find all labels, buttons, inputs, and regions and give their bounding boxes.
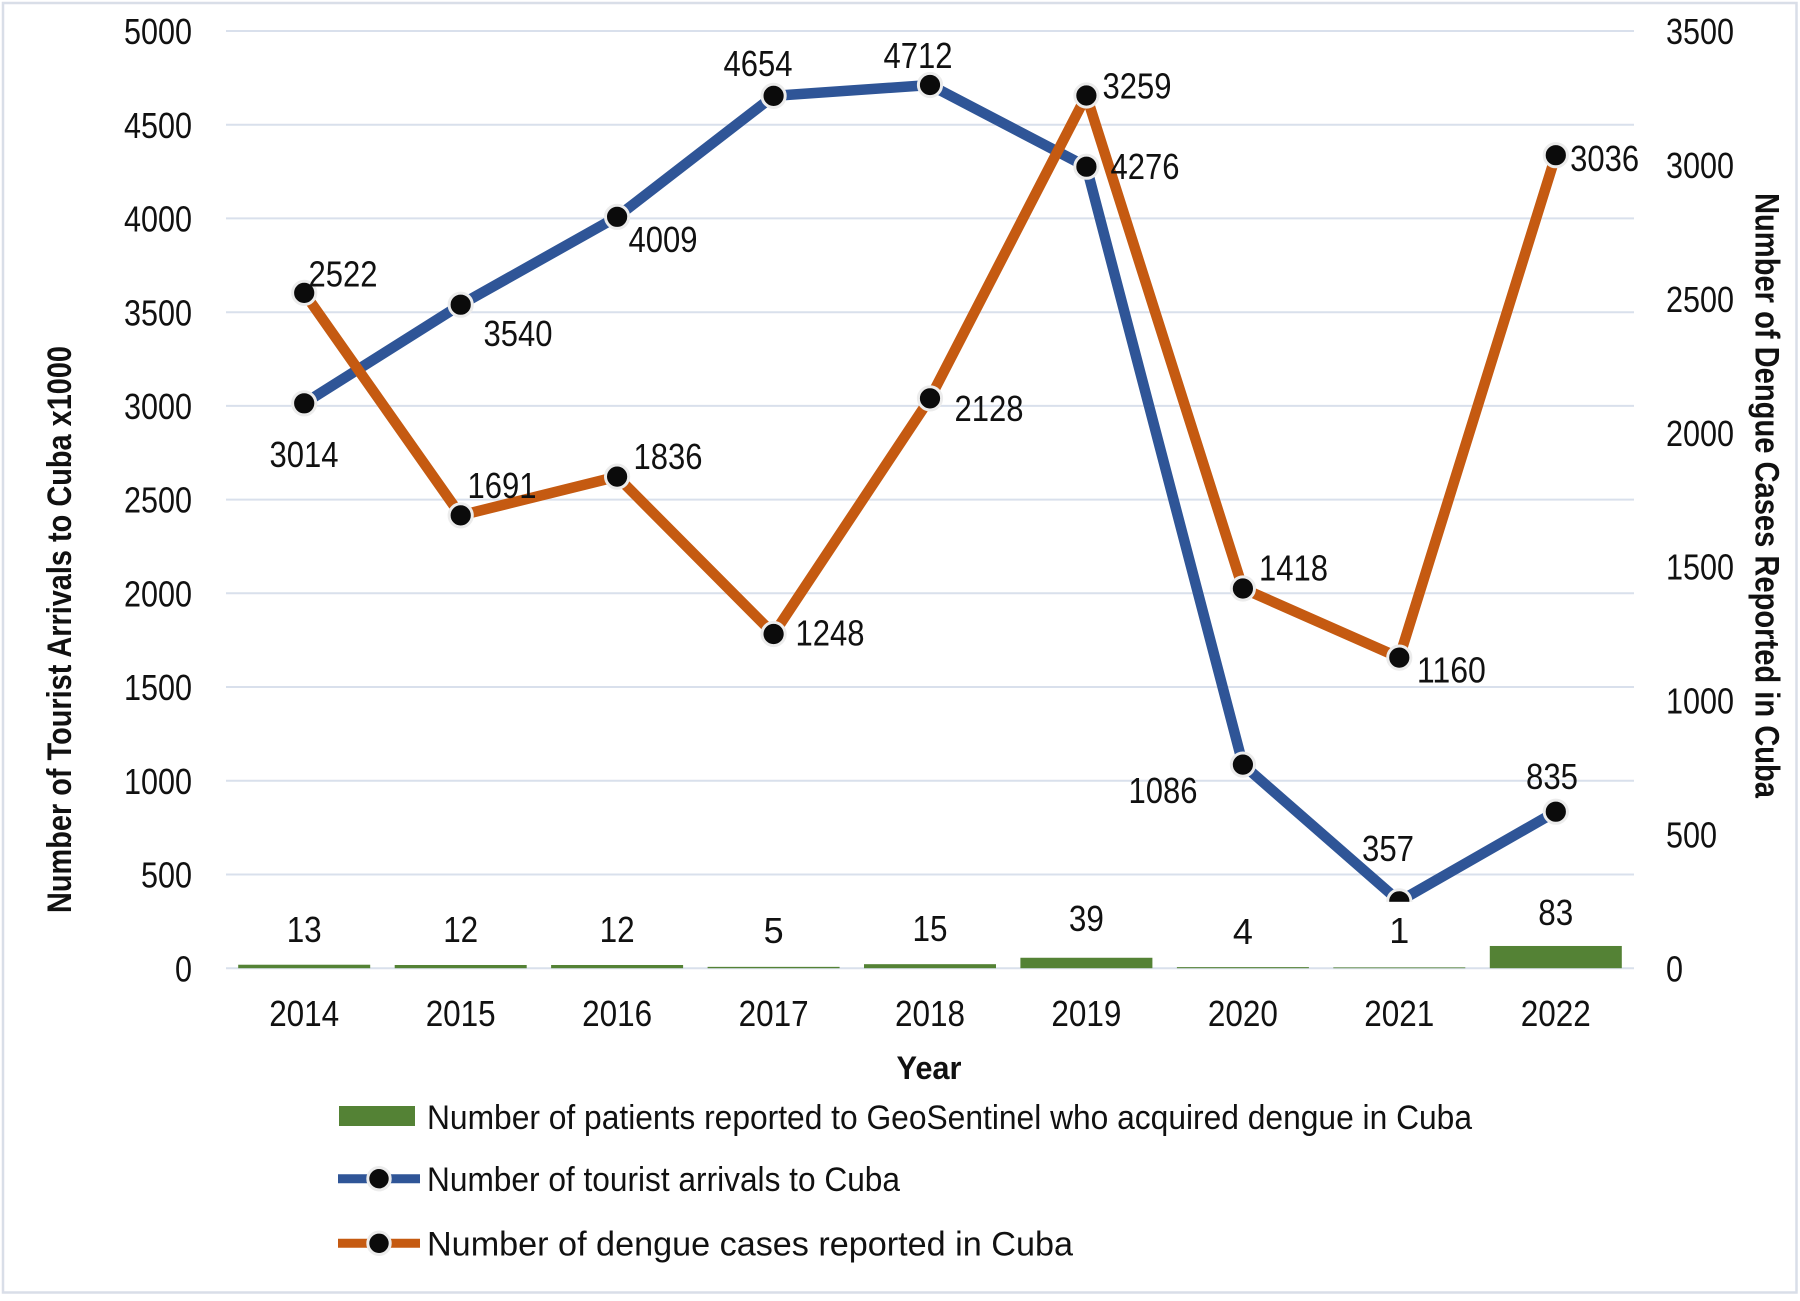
svg-text:39: 39 bbox=[1069, 898, 1104, 939]
svg-text:1086: 1086 bbox=[1129, 770, 1198, 811]
svg-text:Number of patients reported to: Number of patients reported to GeoSentin… bbox=[427, 1099, 1472, 1137]
svg-text:4712: 4712 bbox=[884, 35, 953, 76]
svg-text:Number of Tourist Arrivals to: Number of Tourist Arrivals to Cuba x1000 bbox=[41, 346, 79, 913]
svg-text:500: 500 bbox=[1666, 814, 1717, 855]
svg-text:12: 12 bbox=[600, 909, 635, 950]
svg-text:2000: 2000 bbox=[1666, 413, 1734, 454]
svg-text:2500: 2500 bbox=[124, 480, 192, 521]
svg-text:Number of Dengue Cases Reporte: Number of Dengue Cases Reported in Cuba bbox=[1748, 193, 1786, 799]
svg-text:Number of tourist arrivals to: Number of tourist arrivals to Cuba bbox=[427, 1161, 900, 1199]
svg-text:2022: 2022 bbox=[1521, 993, 1591, 1034]
svg-text:2020: 2020 bbox=[1208, 993, 1278, 1034]
svg-text:835: 835 bbox=[1526, 756, 1578, 797]
svg-text:0: 0 bbox=[1666, 948, 1683, 989]
svg-text:4000: 4000 bbox=[124, 199, 192, 240]
svg-text:2128: 2128 bbox=[955, 388, 1024, 429]
svg-text:3000: 3000 bbox=[1666, 145, 1734, 186]
svg-text:4500: 4500 bbox=[124, 105, 192, 146]
svg-text:2019: 2019 bbox=[1051, 993, 1121, 1034]
svg-text:12: 12 bbox=[443, 909, 478, 950]
svg-text:4276: 4276 bbox=[1111, 146, 1180, 187]
svg-text:5000: 5000 bbox=[124, 11, 192, 52]
svg-text:4009: 4009 bbox=[629, 219, 698, 260]
svg-text:3036: 3036 bbox=[1570, 138, 1639, 179]
svg-text:1160: 1160 bbox=[1417, 650, 1486, 691]
svg-text:3259: 3259 bbox=[1103, 66, 1172, 107]
svg-text:83: 83 bbox=[1538, 892, 1573, 933]
svg-text:1836: 1836 bbox=[634, 436, 703, 477]
svg-text:1: 1 bbox=[1389, 910, 1409, 951]
svg-text:5: 5 bbox=[764, 910, 784, 951]
svg-text:2000: 2000 bbox=[124, 573, 192, 614]
svg-text:1500: 1500 bbox=[124, 667, 192, 708]
svg-text:1000: 1000 bbox=[1666, 681, 1734, 722]
svg-text:1248: 1248 bbox=[796, 613, 865, 654]
svg-text:1500: 1500 bbox=[1666, 547, 1734, 588]
svg-text:3500: 3500 bbox=[124, 292, 192, 333]
svg-text:13: 13 bbox=[287, 909, 322, 950]
svg-text:2522: 2522 bbox=[309, 254, 378, 295]
svg-text:1691: 1691 bbox=[468, 465, 537, 506]
svg-text:2016: 2016 bbox=[582, 993, 652, 1034]
svg-text:2014: 2014 bbox=[269, 993, 339, 1034]
svg-text:2015: 2015 bbox=[426, 993, 496, 1034]
svg-text:0: 0 bbox=[175, 948, 192, 989]
svg-text:15: 15 bbox=[913, 908, 948, 949]
svg-text:1418: 1418 bbox=[1259, 548, 1328, 589]
svg-text:4: 4 bbox=[1233, 911, 1253, 952]
svg-text:2021: 2021 bbox=[1364, 993, 1434, 1034]
svg-text:357: 357 bbox=[1362, 828, 1414, 869]
svg-text:1000: 1000 bbox=[124, 761, 192, 802]
svg-text:4654: 4654 bbox=[724, 43, 793, 84]
svg-text:2017: 2017 bbox=[739, 993, 809, 1034]
svg-text:Number of dengue cases reporte: Number of dengue cases reported in Cuba bbox=[427, 1226, 1073, 1264]
svg-text:2018: 2018 bbox=[895, 993, 965, 1034]
svg-text:Year: Year bbox=[897, 1050, 962, 1086]
svg-text:3540: 3540 bbox=[484, 313, 553, 354]
svg-text:3000: 3000 bbox=[124, 386, 192, 427]
svg-text:2500: 2500 bbox=[1666, 279, 1734, 320]
svg-text:500: 500 bbox=[141, 855, 192, 896]
svg-text:3014: 3014 bbox=[270, 434, 339, 475]
svg-text:3500: 3500 bbox=[1666, 11, 1734, 52]
